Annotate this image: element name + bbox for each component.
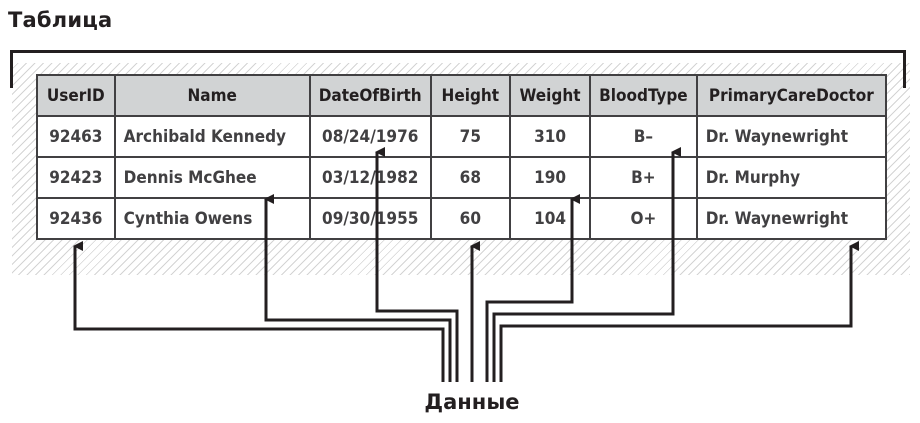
arrow-to-dateofbirth: [375, 147, 459, 382]
cell-userid: 92463: [36, 115, 116, 158]
cell-weight: 104: [508, 197, 592, 240]
arrow-to-userid: [73, 241, 445, 382]
arrow-to-weight: [485, 194, 580, 382]
cell-primarycaredoctor: Dr. Waynewright: [695, 197, 888, 240]
diagram-title: Таблица: [8, 8, 113, 32]
column-header-dateofbirth: DateOfBirth: [308, 74, 432, 117]
cell-userid: 92423: [36, 156, 116, 199]
table-row: 92436 Cynthia Owens 09/30/1955 60 104 O+…: [36, 197, 888, 240]
cell-dateofbirth: 03/12/1982: [308, 156, 432, 199]
table-row: 92423 Dennis McGhee 03/12/1982 68 190 B+…: [36, 156, 888, 199]
cell-height: 60: [429, 197, 511, 240]
table-row: 92463 Archibald Kennedy 08/24/1976 75 31…: [36, 115, 888, 158]
table-header-row: UserID Name DateOfBirth Height Weight Bl…: [36, 74, 888, 117]
cell-primarycaredoctor: Dr. Waynewright: [695, 115, 888, 158]
data-table: UserID Name DateOfBirth Height Weight Bl…: [36, 74, 888, 240]
cell-name: Cynthia Owens: [113, 197, 311, 240]
column-header-weight: Weight: [508, 74, 592, 117]
column-header-height: Height: [429, 74, 511, 117]
cell-weight: 190: [508, 156, 592, 199]
arrow-to-bloodtype: [492, 147, 681, 382]
cell-weight: 310: [508, 115, 592, 158]
data-label: Данные: [424, 390, 520, 414]
cell-name: Archibald Kennedy: [113, 115, 311, 158]
column-header-bloodtype: BloodType: [589, 74, 698, 117]
cell-bloodtype: B–: [589, 115, 698, 158]
cell-dateofbirth: 08/24/1976: [308, 115, 432, 158]
cell-name: Dennis McGhee: [113, 156, 311, 199]
table-bracket: [10, 50, 906, 88]
cell-height: 75: [429, 115, 511, 158]
column-header-name: Name: [113, 74, 311, 117]
arrow-to-primarycaredoctor: [499, 241, 859, 382]
cell-height: 68: [429, 156, 511, 199]
cell-userid: 92436: [36, 197, 116, 240]
cell-bloodtype: O+: [589, 197, 698, 240]
arrow-to-name: [264, 194, 452, 382]
column-header-primarycaredoctor: PrimaryCareDoctor: [695, 74, 888, 117]
cell-primarycaredoctor: Dr. Murphy: [695, 156, 888, 199]
cell-dateofbirth: 09/30/1955: [308, 197, 432, 240]
cell-bloodtype: B+: [589, 156, 698, 199]
column-header-userid: UserID: [36, 74, 116, 117]
